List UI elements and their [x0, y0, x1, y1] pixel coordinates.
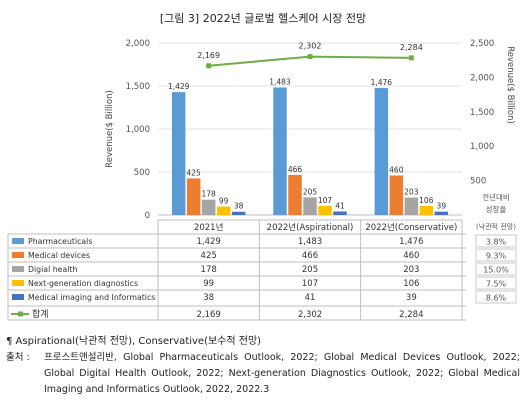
table-cell: 425 [201, 251, 217, 261]
growth-header: 성장율 [486, 204, 507, 214]
bar [288, 174, 302, 215]
legend-key [12, 294, 24, 300]
table-cell: 39 [406, 293, 417, 303]
table-cell: 38 [203, 293, 214, 303]
table-cell: 460 [403, 251, 419, 261]
y-tick-right: 500 [470, 177, 486, 187]
bar-label: 106 [419, 196, 434, 205]
table-cell: 178 [201, 265, 217, 275]
growth-cell [475, 290, 517, 304]
table-cell: 2,302 [298, 310, 322, 320]
bar [273, 87, 287, 215]
legend-key [12, 238, 24, 244]
bar [318, 205, 332, 215]
legend-label: Next-generation diagnostics [28, 279, 138, 288]
y-tick-left: 2,000 [126, 39, 150, 49]
total-label: 2,169 [197, 51, 220, 60]
bar [374, 88, 389, 215]
footnote: ¶ Aspirational(낙관적 전망), Conservative(보수적… [6, 336, 262, 347]
growth-value: 3.8% [486, 238, 507, 247]
total-label: 2,284 [400, 43, 423, 52]
x-tick-label: 2022년(Aspirational) [267, 222, 354, 233]
bar-label: 205 [303, 187, 318, 196]
bar-label: 466 [288, 165, 303, 174]
growth-value: 15.0% [483, 266, 509, 275]
bar [434, 211, 449, 215]
legend-label: 합계 [32, 308, 49, 320]
growth-value: 7.5% [486, 280, 507, 289]
bar-label: 1,476 [371, 78, 393, 87]
bar [231, 211, 246, 215]
y-axis-title-left: Revenue($ Billion) [105, 90, 115, 168]
bar-label: 178 [202, 190, 217, 199]
growth-header: 전년대비 [482, 192, 510, 202]
x-tick-label: 2021년 [194, 222, 223, 233]
growth-cell [475, 234, 517, 248]
growth-cell [475, 276, 517, 290]
bar-label: 203 [404, 188, 419, 197]
total-point [206, 63, 212, 69]
bar [201, 199, 216, 215]
bar-label: 99 [219, 196, 229, 205]
legend-key [12, 266, 24, 272]
table-cell: 2,169 [196, 310, 220, 320]
bar [404, 197, 419, 215]
growth-header: (낙관적 전망) [476, 222, 516, 231]
growth-value: 8.6% [486, 294, 507, 303]
legend-label: Medical imaging and Informatics [28, 293, 155, 302]
bar-label: 38 [234, 202, 244, 211]
total-point [408, 55, 414, 61]
y-axis-title-right: Revenue($ Billion) [505, 46, 515, 124]
bar-label: 460 [389, 165, 404, 174]
bar [333, 211, 347, 215]
source-text: 프로스트앤설리반, Global Pharmaceuticals Outlook… [44, 352, 520, 395]
y-tick-left: 1,500 [126, 82, 150, 92]
legend-label: Pharmaceuticals [28, 237, 92, 246]
table-cell: 2,284 [399, 310, 423, 320]
table-cell: 205 [302, 265, 318, 275]
growth-cell [475, 248, 517, 262]
legend-key [12, 252, 24, 258]
bar-label: 1,429 [168, 82, 190, 91]
legend-label: Medical devices [28, 251, 90, 260]
bar-label: 41 [335, 201, 345, 210]
table-cell: 1,483 [298, 237, 322, 247]
bar [186, 178, 201, 215]
total-label: 2,302 [299, 42, 322, 51]
bar-label: 1,483 [269, 77, 291, 86]
table-cell: 466 [302, 251, 318, 261]
y-tick-left: 500 [134, 168, 150, 178]
y-tick-right: 1,000 [470, 142, 494, 152]
bar [389, 175, 404, 215]
bar [303, 197, 317, 215]
table-cell: 99 [203, 279, 214, 289]
y-tick-right: 2,500 [470, 39, 494, 49]
x-tick-label: 2022년(Conservative) [365, 222, 457, 233]
table-cell: 203 [403, 265, 419, 275]
table-cell: 1,476 [399, 237, 423, 247]
bar [171, 92, 186, 215]
table-cell: 41 [305, 293, 316, 303]
y-tick-right: 1,500 [470, 108, 494, 118]
bar-label: 39 [437, 202, 447, 211]
growth-cell [475, 262, 517, 276]
y-tick-right: 2,000 [470, 73, 494, 83]
table-cell: 107 [302, 279, 318, 289]
bar [216, 206, 231, 215]
y-tick-left: 1,000 [126, 125, 150, 135]
bar [419, 205, 434, 215]
chart-title: [그림 3] 2022년 글로벌 헬스케어 시장 전망 [160, 12, 366, 25]
legend-key-marker [18, 311, 23, 317]
table-cell: 106 [403, 279, 419, 289]
y-tick-left: 0 [145, 211, 150, 221]
chart: [그림 3] 2022년 글로벌 헬스케어 시장 전망 0 500 1,000 1,50… [7, 12, 517, 321]
growth-value: 9.3% [486, 252, 507, 261]
legend-label: Digial health [28, 265, 77, 274]
table-cell: 1,429 [196, 237, 220, 247]
source-label: 출처 : [6, 352, 30, 363]
legend-key [12, 280, 24, 286]
bar-label: 425 [187, 168, 202, 177]
total-point [307, 54, 313, 60]
bar-label: 107 [318, 196, 333, 205]
